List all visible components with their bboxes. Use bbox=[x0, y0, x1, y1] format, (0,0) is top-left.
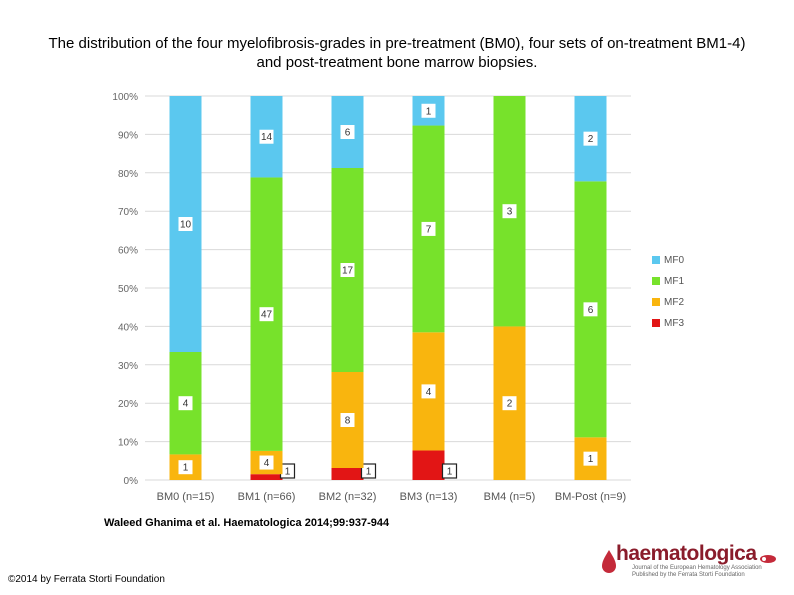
data-label-box bbox=[441, 463, 458, 479]
citation: Waleed Ghanima et al. Haematologica 2014… bbox=[104, 517, 390, 529]
data-label-box bbox=[340, 125, 355, 139]
data-label-box bbox=[583, 131, 598, 146]
copyright-notice: ©2014 by Ferrata Storti Foundation bbox=[8, 574, 165, 585]
x-tick-label: BM-Post (n=9) bbox=[555, 491, 626, 503]
logo-wordmark: haematologica bbox=[616, 542, 757, 565]
data-label: 1 bbox=[447, 467, 453, 478]
data-label-box bbox=[340, 263, 355, 277]
y-tick-label: 100% bbox=[112, 92, 138, 103]
chart-title: The distribution of the four myelofibros… bbox=[48, 35, 746, 71]
data-label-box bbox=[259, 129, 274, 144]
x-tick-label: BM0 (n=15) bbox=[157, 491, 215, 503]
y-tick-label: 50% bbox=[118, 284, 138, 295]
y-tick-label: 0% bbox=[124, 476, 139, 487]
y-tick-label: 20% bbox=[118, 399, 138, 410]
data-label: 6 bbox=[345, 128, 351, 139]
haematologica-logo: haematologica Journal of the European He… bbox=[598, 542, 778, 578]
legend-swatch-mf3 bbox=[652, 319, 660, 327]
data-label: 8 bbox=[345, 416, 351, 427]
data-label-box bbox=[421, 384, 436, 399]
y-tick-label: 70% bbox=[118, 207, 138, 218]
x-tick-label: BM2 (n=32) bbox=[319, 491, 377, 503]
legend-swatch-mf0 bbox=[652, 256, 660, 264]
bar-segment-mf3 bbox=[412, 450, 445, 480]
legend-label: MF2 bbox=[664, 297, 684, 308]
y-tick-label: 60% bbox=[118, 246, 138, 257]
data-label: 6 bbox=[588, 305, 594, 316]
data-label: 47 bbox=[261, 310, 273, 321]
data-label-box bbox=[360, 463, 377, 479]
data-label-box bbox=[583, 302, 598, 317]
legend-label: MF3 bbox=[664, 318, 684, 329]
data-label-box bbox=[583, 451, 598, 466]
x-tick-label: BM3 (n=13) bbox=[400, 491, 458, 503]
y-tick-label: 90% bbox=[118, 130, 138, 141]
data-label: 1 bbox=[285, 467, 291, 478]
y-tick-label: 30% bbox=[118, 361, 138, 372]
x-tick-label: BM1 (n=66) bbox=[238, 491, 296, 503]
data-label: 4 bbox=[264, 458, 270, 469]
data-label-box bbox=[178, 217, 193, 231]
legend-label: MF1 bbox=[664, 276, 684, 287]
legend-swatch-mf2 bbox=[652, 298, 660, 306]
data-label-box bbox=[259, 307, 274, 322]
stacked-bar-chart: 0%10%20%30%40%50%60%70%80%90%100%1410BM0… bbox=[112, 92, 684, 503]
data-label-box bbox=[421, 103, 436, 118]
society-emblem-icon bbox=[760, 555, 776, 563]
x-tick-label: BM4 (n=5) bbox=[484, 491, 536, 503]
data-label: 2 bbox=[507, 399, 513, 410]
data-label: 1 bbox=[183, 463, 189, 474]
y-tick-label: 80% bbox=[118, 169, 138, 180]
data-label-box bbox=[178, 460, 193, 475]
legend-swatch-mf1 bbox=[652, 277, 660, 285]
data-label: 17 bbox=[342, 266, 354, 277]
data-label: 2 bbox=[588, 134, 594, 145]
y-tick-label: 10% bbox=[118, 438, 138, 449]
data-label-box bbox=[259, 455, 274, 470]
data-label: 4 bbox=[426, 387, 432, 398]
data-label: 10 bbox=[180, 220, 192, 231]
y-tick-label: 40% bbox=[118, 322, 138, 333]
droplet-icon bbox=[602, 550, 616, 573]
bar-segment-mf3 bbox=[331, 468, 364, 480]
data-label: 1 bbox=[366, 467, 372, 478]
data-label: 14 bbox=[261, 132, 273, 143]
data-label: 7 bbox=[426, 224, 432, 235]
data-label: 3 bbox=[507, 207, 513, 218]
bar-segment-mf3 bbox=[250, 474, 283, 480]
legend-label: MF0 bbox=[664, 255, 684, 266]
data-label: 1 bbox=[426, 106, 432, 117]
data-label-box bbox=[178, 396, 193, 411]
data-label-box bbox=[502, 204, 517, 219]
data-label-box bbox=[502, 396, 517, 411]
data-label-box bbox=[421, 221, 436, 236]
data-label: 1 bbox=[588, 454, 594, 465]
logo-subtitle: Journal of the European Hematology Assoc… bbox=[632, 565, 762, 578]
data-label: 4 bbox=[183, 399, 189, 410]
data-label-box bbox=[340, 413, 355, 427]
